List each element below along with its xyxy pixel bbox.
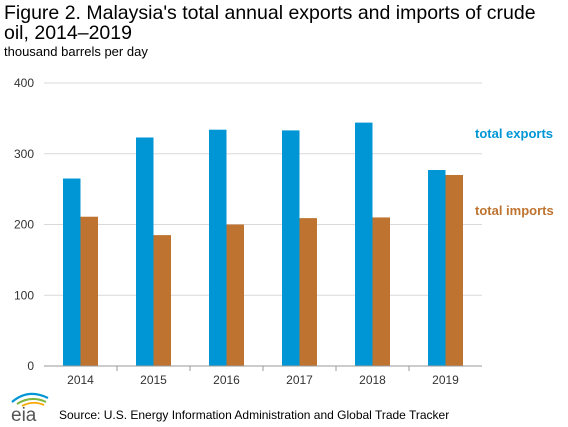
y-tick-label: 100	[14, 288, 34, 302]
source-note: Source: U.S. Energy Information Administ…	[59, 408, 450, 422]
x-tick-label-2017: 2017	[286, 373, 313, 387]
bars	[63, 122, 463, 367]
bar-exports-2016	[209, 129, 227, 366]
x-tick-label-2014: 2014	[67, 373, 94, 387]
bar-chart: 0 100 200 300 400 2014 2015 2016 2017 2018 2019 to…	[14, 76, 554, 387]
y-tick-label: 200	[14, 218, 34, 232]
y-tick-label: 300	[14, 147, 34, 161]
bar-exports-2017	[282, 130, 300, 366]
bar-imports-2018	[372, 217, 390, 366]
y-axis-label: thousand barrels per day	[4, 44, 148, 59]
bar-exports-2018	[355, 122, 373, 367]
x-tick-label-2016: 2016	[213, 373, 240, 387]
logo-arc-3	[21, 401, 45, 407]
logo-arc-2	[16, 398, 47, 405]
eia-logo: eia	[11, 392, 49, 424]
x-tick-label-2018: 2018	[359, 373, 386, 387]
chart-title: Figure 2. Malaysia's total annual export…	[4, 2, 536, 44]
bar-imports-2015	[153, 235, 171, 366]
bar-imports-2017	[299, 218, 317, 366]
bar-imports-2014	[80, 216, 98, 366]
x-tick-label-2015: 2015	[140, 373, 167, 387]
legend-label-imports: total imports	[475, 203, 554, 218]
gridlines	[44, 82, 482, 296]
logo-text: eia	[11, 405, 37, 424]
bar-exports-2014	[63, 178, 81, 366]
y-tick-label: 400	[14, 76, 34, 90]
x-tick-label-2019: 2019	[432, 373, 459, 387]
bar-exports-2015	[136, 137, 154, 366]
legend: total exports total imports	[475, 126, 554, 218]
bar-imports-2019	[445, 174, 463, 366]
legend-label-exports: total exports	[475, 126, 553, 141]
bar-imports-2016	[226, 224, 244, 366]
y-tick-label: 0	[27, 359, 34, 373]
axes: 0 100 200 300 400 2014 2015 2016 2017 2018 2019	[14, 76, 482, 387]
bar-exports-2019	[428, 170, 446, 366]
logo-arc-1	[11, 392, 49, 403]
